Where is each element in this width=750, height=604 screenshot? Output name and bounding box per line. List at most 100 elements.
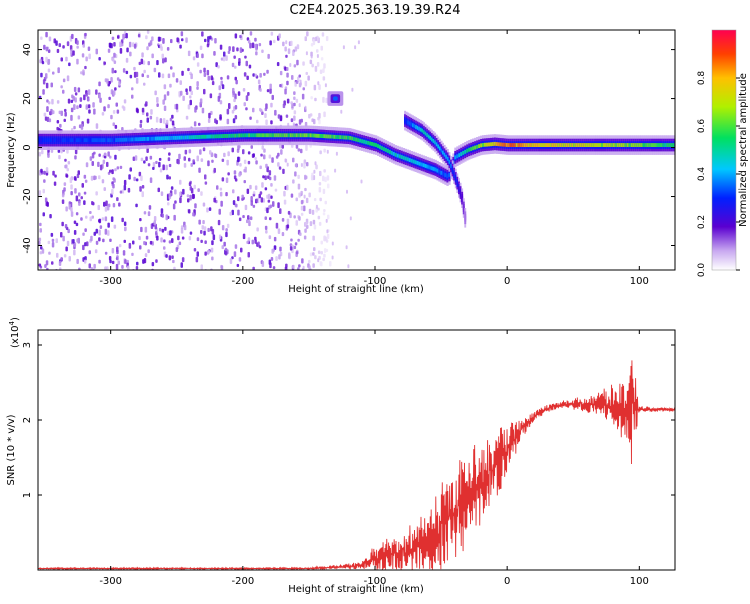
secondary-branch-cell xyxy=(443,152,446,157)
noise-speckle xyxy=(326,175,330,181)
noise-speckle xyxy=(322,212,326,216)
noise-speckle xyxy=(95,89,98,95)
noise-speckle xyxy=(269,217,272,221)
noise-speckle xyxy=(238,145,241,149)
main-band-cell xyxy=(478,144,481,148)
noise-speckle xyxy=(209,93,213,99)
secondary-branch-cell xyxy=(405,119,408,124)
noise-speckle xyxy=(275,222,279,229)
noise-speckle xyxy=(85,215,88,219)
noise-speckle xyxy=(91,215,94,219)
noise-speckle xyxy=(264,216,267,220)
noise-speckle xyxy=(162,118,166,124)
noise-speckle xyxy=(149,40,153,46)
noise-speckle xyxy=(179,80,182,86)
noise-speckle xyxy=(208,207,212,212)
noise-speckle xyxy=(269,204,273,209)
noise-speckle xyxy=(286,162,289,167)
noise-speckle xyxy=(243,102,246,107)
secondary-branch-cell xyxy=(415,125,418,129)
noise-speckle xyxy=(161,228,165,233)
noise-speckle xyxy=(279,246,282,252)
noise-speckle xyxy=(143,69,146,74)
noise-speckle xyxy=(236,47,239,52)
main-band-cell xyxy=(248,133,251,138)
noise-speckle xyxy=(136,108,139,114)
noise-speckle xyxy=(204,251,207,256)
figure-title: C2E4.2025.363.19.39.R24 xyxy=(289,3,460,18)
main-band-cell xyxy=(466,148,469,153)
main-band-cell xyxy=(549,143,552,147)
main-band-cell xyxy=(367,140,370,145)
noise-speckle xyxy=(204,174,207,180)
noise-speckle xyxy=(148,205,152,210)
noise-speckle xyxy=(123,239,126,244)
noise-speckle xyxy=(181,257,185,263)
noise-speckle xyxy=(167,157,171,162)
noise-speckle xyxy=(245,95,249,101)
noise-speckle xyxy=(225,192,228,197)
main-band-cell xyxy=(256,133,259,138)
noise-speckle xyxy=(234,65,237,69)
main-band-cell xyxy=(176,135,180,140)
main-band-cell xyxy=(127,137,130,142)
noise-speckle xyxy=(317,215,321,220)
noise-speckle xyxy=(167,73,171,79)
noise-speckle xyxy=(68,62,71,67)
noise-speckle xyxy=(87,98,90,102)
noise-speckle xyxy=(82,69,85,74)
noise-speckle xyxy=(236,148,240,153)
noise-speckle xyxy=(55,40,58,46)
noise-speckle xyxy=(234,105,238,110)
noise-speckle xyxy=(89,156,93,161)
noise-speckle xyxy=(76,238,79,243)
noise-speckle xyxy=(354,45,357,50)
noise-speckle xyxy=(154,90,157,96)
noise-speckle xyxy=(123,221,127,227)
noise-speckle xyxy=(190,73,193,80)
noise-speckle xyxy=(79,97,83,102)
noise-speckle xyxy=(214,153,218,159)
noise-speckle xyxy=(190,90,193,96)
y-tick-label: 3 xyxy=(22,342,33,348)
noise-speckle xyxy=(95,191,98,196)
main-band-cell xyxy=(200,134,203,139)
noise-speckle xyxy=(106,78,109,85)
noise-speckle xyxy=(277,228,281,235)
noise-speckle xyxy=(260,197,264,203)
noise-speckle xyxy=(95,123,99,129)
noise-speckle xyxy=(231,147,234,153)
noise-speckle xyxy=(70,107,74,113)
noise-speckle xyxy=(84,256,87,261)
noise-speckle xyxy=(46,202,49,207)
main-band-cell xyxy=(384,148,388,152)
noise-speckle xyxy=(199,45,203,50)
noise-speckle xyxy=(323,63,326,69)
noise-speckle xyxy=(57,67,60,74)
main-band-cell xyxy=(105,138,108,143)
noise-speckle xyxy=(263,154,266,160)
noise-speckle xyxy=(122,68,126,73)
noise-speckle xyxy=(304,105,307,110)
main-band-cell xyxy=(240,133,243,138)
main-band-cell xyxy=(573,143,576,147)
noise-speckle xyxy=(98,93,101,99)
main-band-cell xyxy=(507,143,511,147)
main-band-cell xyxy=(182,135,185,140)
noise-speckle xyxy=(306,31,309,37)
noise-speckle xyxy=(77,115,81,120)
noise-speckle xyxy=(211,240,214,246)
noise-speckle xyxy=(241,194,244,199)
noise-speckle xyxy=(179,44,182,49)
noise-speckle xyxy=(300,148,303,154)
noise-speckle xyxy=(103,187,106,191)
noise-speckle xyxy=(103,106,106,112)
noise-speckle xyxy=(209,150,212,155)
noise-speckle xyxy=(202,202,206,207)
noise-speckle xyxy=(264,107,268,112)
noise-speckle xyxy=(206,207,209,213)
noise-speckle xyxy=(72,239,75,244)
y-tick-label: 0 xyxy=(22,144,33,150)
main-band-cell xyxy=(49,138,53,143)
main-band-cell xyxy=(386,149,390,153)
